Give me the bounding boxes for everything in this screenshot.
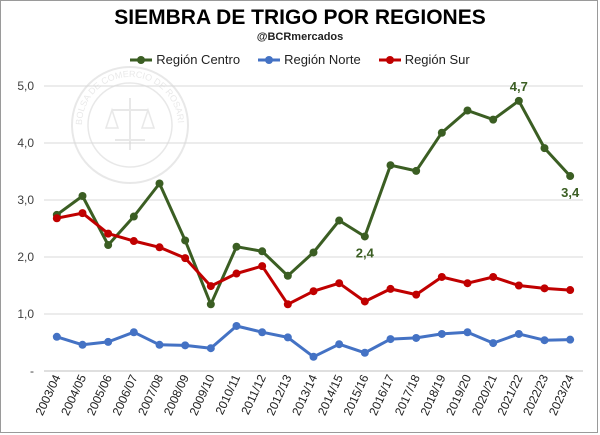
data-point-norte <box>52 332 61 341</box>
data-point-centro <box>206 300 215 309</box>
data-point-centro <box>514 96 523 105</box>
data-point-centro <box>181 236 190 245</box>
chart-title: SIEMBRA DE TRIGO POR REGIONES <box>114 6 486 29</box>
series-centro <box>52 96 575 309</box>
data-point-norte <box>104 337 113 346</box>
data-point-norte <box>283 333 292 342</box>
legend-marker-norte <box>258 55 281 64</box>
data-point-sur <box>232 269 241 278</box>
data-point-sur <box>514 281 523 290</box>
data-point-norte <box>514 329 523 338</box>
grid-lines <box>44 85 583 372</box>
x-axis-ticks: 2003/042004/052005/062006/072007/082008/… <box>33 372 577 418</box>
data-point-norte <box>463 328 472 337</box>
data-point-centro <box>412 166 421 175</box>
series-layer <box>52 96 575 361</box>
data-point-centro <box>437 128 446 137</box>
data-point-sur <box>360 297 369 306</box>
data-point-centro <box>360 232 369 241</box>
data-point-sur <box>386 284 395 293</box>
data-point-norte <box>360 348 369 357</box>
data-point-sur <box>155 243 164 252</box>
data-point-centro <box>463 106 472 115</box>
data-point-norte <box>232 321 241 330</box>
data-point-sur <box>412 290 421 299</box>
series-sur <box>52 209 575 309</box>
data-point-norte <box>155 340 164 349</box>
y-tick-label: 1,0 <box>17 307 34 321</box>
data-label: 2,4 <box>356 245 375 260</box>
data-point-centro <box>566 172 575 181</box>
data-point-norte <box>206 344 215 353</box>
legend-label-sur: Región Sur <box>404 52 470 67</box>
data-point-centro <box>540 144 549 153</box>
data-point-centro <box>104 241 113 250</box>
y-tick-label: 3,0 <box>17 193 34 207</box>
data-point-sur <box>78 209 87 218</box>
legend-item-sur: Región Sur <box>378 52 470 67</box>
chart-subtitle: @BCRmercados <box>256 31 344 43</box>
data-point-sur <box>181 254 190 263</box>
data-point-sur <box>437 272 446 281</box>
data-point-norte <box>540 336 549 345</box>
data-point-sur <box>283 300 292 309</box>
data-label: 3,4 <box>561 185 580 200</box>
data-point-sur <box>129 237 138 246</box>
legend-marker-centro <box>130 55 153 64</box>
data-point-norte <box>258 328 267 337</box>
data-point-sur <box>52 214 61 223</box>
data-point-sur <box>463 279 472 288</box>
data-point-sur <box>104 229 113 238</box>
data-point-centro <box>232 242 241 251</box>
data-point-norte <box>412 333 421 342</box>
data-point-norte <box>78 340 87 349</box>
data-point-norte <box>386 335 395 344</box>
data-label: 4,7 <box>510 79 528 94</box>
data-point-centro <box>155 179 164 188</box>
legend-label-norte: Región Norte <box>284 52 361 67</box>
data-point-sur <box>258 262 267 271</box>
data-point-sur <box>206 282 215 291</box>
y-tick-label: 5,0 <box>17 79 34 93</box>
data-point-centro <box>309 248 318 257</box>
data-point-centro <box>386 161 395 170</box>
data-point-sur <box>489 272 498 281</box>
data-point-norte <box>489 339 498 348</box>
legend: Región Centro Región Norte Región Sur <box>0 52 600 67</box>
data-point-norte <box>181 341 190 350</box>
data-point-sur <box>540 284 549 293</box>
legend-item-centro: Región Centro <box>130 52 240 67</box>
data-point-norte <box>437 329 446 338</box>
annotations: 2,4 4,7 3,4 <box>356 79 580 261</box>
legend-label-centro: Región Centro <box>156 52 241 67</box>
y-tick-label: - <box>30 364 34 378</box>
data-point-norte <box>309 352 318 361</box>
y-tick-label: 4,0 <box>17 136 34 150</box>
y-tick-label: 2,0 <box>17 250 34 264</box>
data-point-sur <box>309 287 318 296</box>
data-point-centro <box>78 192 87 201</box>
legend-item-norte: Región Norte <box>258 52 361 67</box>
data-point-centro <box>489 115 498 124</box>
data-point-sur <box>335 279 344 288</box>
data-point-centro <box>335 216 344 225</box>
y-axis-ticks: - 1,0 2,0 3,0 4,0 5,0 <box>17 79 34 378</box>
data-point-norte <box>335 340 344 349</box>
data-point-norte <box>129 328 138 337</box>
data-point-centro <box>129 212 138 221</box>
legend-marker-sur <box>378 55 401 64</box>
data-point-norte <box>566 335 575 344</box>
data-point-centro <box>283 271 292 280</box>
data-point-sur <box>566 286 575 295</box>
series-norte <box>52 321 575 361</box>
data-point-centro <box>258 247 267 256</box>
